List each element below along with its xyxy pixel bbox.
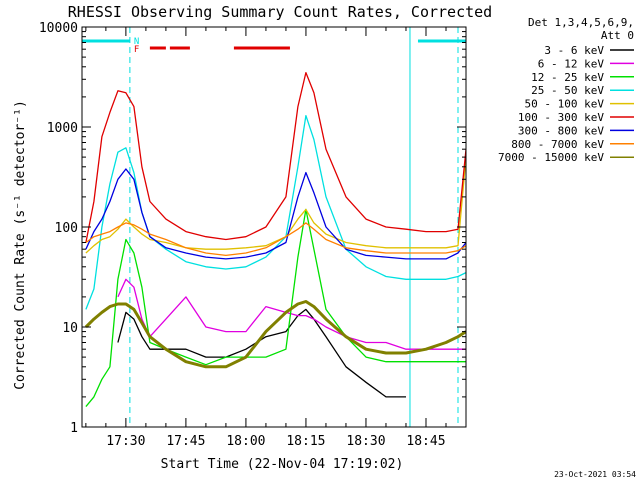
series-line-800-7000-keV xyxy=(85,222,466,257)
x-tick-label: 18:15 xyxy=(286,434,325,449)
series-line-7000-15000-keV xyxy=(84,300,466,369)
night-flag-label: N xyxy=(134,37,139,47)
y-tick-label: 100 xyxy=(55,221,78,236)
x-tick-label: 18:30 xyxy=(346,434,385,449)
x-tick-label: 18:00 xyxy=(226,434,265,449)
legend-label: 25 - 50 keV xyxy=(531,84,604,97)
series-line-100-300-keV xyxy=(85,71,466,243)
series-line-25-50-keV xyxy=(85,114,466,310)
x-tick-label: 17:30 xyxy=(106,434,145,449)
legend-label: 3 - 6 keV xyxy=(544,44,604,57)
y-axis-label: Corrected Count Rate (s⁻¹ detector⁻¹) xyxy=(13,100,28,390)
y-tick-label: 10 xyxy=(62,321,78,336)
legend-header-line: Att 0 xyxy=(601,29,634,42)
series-group xyxy=(84,71,466,408)
legend-label: 7000 - 15000 keV xyxy=(498,151,604,164)
legend-label: 800 - 7000 keV xyxy=(511,138,604,151)
legend-label: 6 - 12 keV xyxy=(538,57,605,70)
y-tick-label: 1000 xyxy=(47,121,78,136)
x-tick-label: 17:45 xyxy=(166,434,205,449)
x-axis-label: Start Time (22-Nov-04 17:19:02) xyxy=(161,457,404,472)
flare-flag-label: F xyxy=(134,45,139,55)
plot-area: NF 1 10 100 1000 10000 17:30 17:45 18:00 18:15 18:… xyxy=(39,21,467,449)
legend-label: 100 - 300 keV xyxy=(518,111,604,124)
legend-label: 300 - 800 keV xyxy=(518,124,604,137)
legend-header: Det 1,3,4,5,6,9,Att 0 xyxy=(528,16,634,42)
series-line-50-100-keV xyxy=(85,157,466,254)
series-line-12-25-keV xyxy=(85,208,466,408)
legend-label: 12 - 25 keV xyxy=(531,71,604,84)
x-tick-label: 18:45 xyxy=(406,434,445,449)
legend-header-line: Det 1,3,4,5,6,9, xyxy=(528,16,634,29)
footer-date: 23-Oct-2021 03:54 xyxy=(554,470,636,479)
y-tick-label: 1 xyxy=(70,421,78,436)
chart-title: RHESSI Observing Summary Count Rates, Co… xyxy=(68,3,492,21)
y-tick-label: 10000 xyxy=(39,21,78,36)
legend-label: 50 - 100 keV xyxy=(525,98,605,111)
series-line-300-800-keV xyxy=(85,168,466,260)
